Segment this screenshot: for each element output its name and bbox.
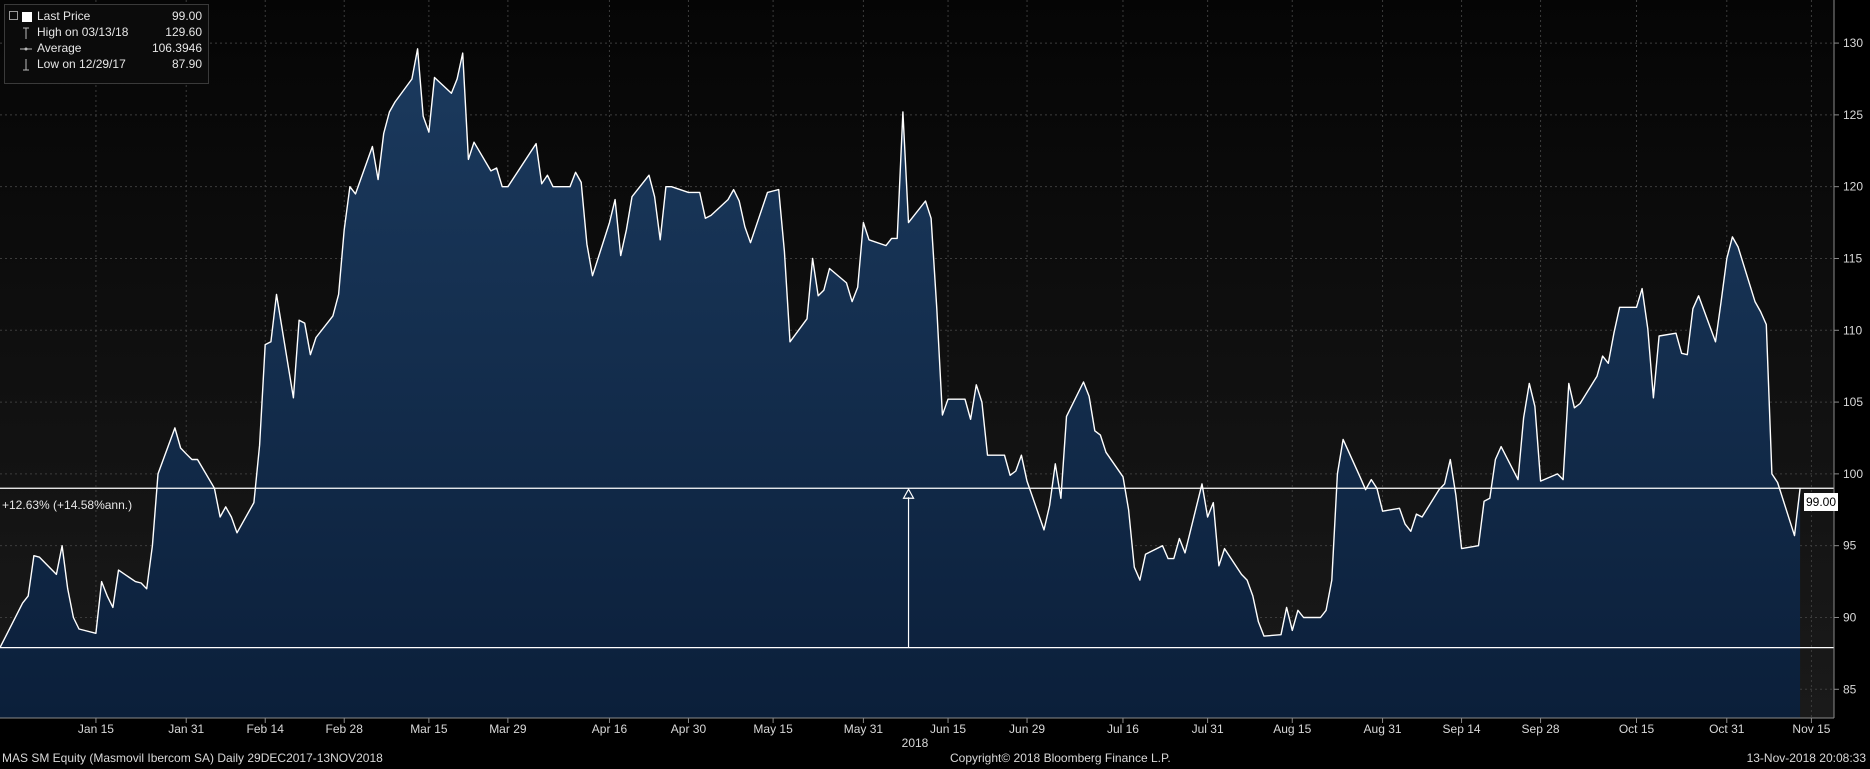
x-tick-label: Nov 15 <box>1792 722 1830 736</box>
arrow-head <box>902 488 915 499</box>
y-tick-label: 90 <box>1843 610 1857 624</box>
y-tick-label: 125 <box>1843 108 1863 122</box>
x-tick-label: Oct 31 <box>1709 722 1745 736</box>
x-tick-label: Apr 16 <box>592 722 628 736</box>
y-tick-label: 100 <box>1843 467 1863 481</box>
y-tick-label: 130 <box>1843 36 1863 50</box>
y-tick-label: 120 <box>1843 180 1863 194</box>
x-tick-label: Sep 14 <box>1443 722 1481 736</box>
filled-square-icon <box>22 12 32 22</box>
reference-lines <box>0 487 1834 649</box>
x-tick-label: Sep 28 <box>1522 722 1560 736</box>
x-tick-label: Jan 15 <box>78 722 114 736</box>
price-line <box>0 48 1801 648</box>
average-line-icon <box>20 47 32 51</box>
x-tick-label: Jul 31 <box>1192 722 1224 736</box>
high-marker-icon <box>23 27 29 39</box>
footer-security: MAS SM Equity (Masmovil Ibercom SA) Dail… <box>2 751 383 765</box>
y-tick-label: 110 <box>1843 323 1862 337</box>
legend-label: High on 03/13/18 <box>37 25 129 39</box>
x-tick-label: Feb 14 <box>247 722 285 736</box>
y-tick-label: 95 <box>1843 539 1857 553</box>
y-tick-label: 105 <box>1843 395 1863 409</box>
low-marker-icon <box>23 59 29 71</box>
x-tick-label: May 31 <box>844 722 884 736</box>
collapse-toggle-icon[interactable] <box>9 11 18 20</box>
legend-row-low: Low on 12/29/17 87.90 <box>5 57 208 73</box>
footer-copyright: Copyright© 2018 Bloomberg Finance L.P. <box>950 751 1171 765</box>
x-tick-label: Jun 29 <box>1009 722 1045 736</box>
legend-value: 99.00 <box>171 9 202 23</box>
legend-box: Last Price 99.00 High on 03/13/18 129.60… <box>4 4 209 84</box>
change-arrow <box>902 488 915 648</box>
footer-timestamp: 13-Nov-2018 20:08:33 <box>1746 751 1866 765</box>
x-tick-label: Oct 15 <box>1619 722 1655 736</box>
x-tick-label: Aug 15 <box>1273 722 1311 736</box>
x-tick-label: May 15 <box>753 722 793 736</box>
x-tick-label: Apr 30 <box>671 722 707 736</box>
legend-label: Average <box>37 41 82 55</box>
legend-row-last-price: Last Price 99.00 <box>5 9 208 25</box>
legend-value: 129.60 <box>165 25 202 39</box>
x-tick-label: Mar 15 <box>410 722 448 736</box>
last-price-tag: 99.00 <box>1804 493 1838 511</box>
x-tick-label: Aug 31 <box>1364 722 1402 736</box>
legend-row-high: High on 03/13/18 129.60 <box>5 25 208 41</box>
x-axis-year-label: 2018 <box>902 736 929 750</box>
x-tick-label: Jun 15 <box>930 722 966 736</box>
x-tick-label: Jul 16 <box>1107 722 1139 736</box>
legend-label: Last Price <box>37 9 91 23</box>
y-tick-label: 85 <box>1843 682 1857 696</box>
x-tick-label: Jan 31 <box>168 722 204 736</box>
legend-value: 87.90 <box>171 57 202 71</box>
x-tick-label: Feb 28 <box>326 722 364 736</box>
legend-value: 106.3946 <box>151 41 202 55</box>
legend-row-average: Average 106.3946 <box>5 41 208 57</box>
y-axis-ticks: 85 90 95 100 105 110 115 120 125 130 <box>1834 36 1863 696</box>
x-axis-ticks: Jan 15 Jan 31 Feb 14 Feb 28 Mar 15 Mar 29 Apr … <box>78 718 1831 736</box>
change-annotation: +12.63% (+14.58%ann.) <box>2 498 133 512</box>
price-area-fill <box>0 48 1801 719</box>
x-tick-label: Mar 29 <box>489 722 527 736</box>
legend-label: Low on 12/29/17 <box>37 57 126 71</box>
y-tick-label: 115 <box>1843 251 1862 265</box>
